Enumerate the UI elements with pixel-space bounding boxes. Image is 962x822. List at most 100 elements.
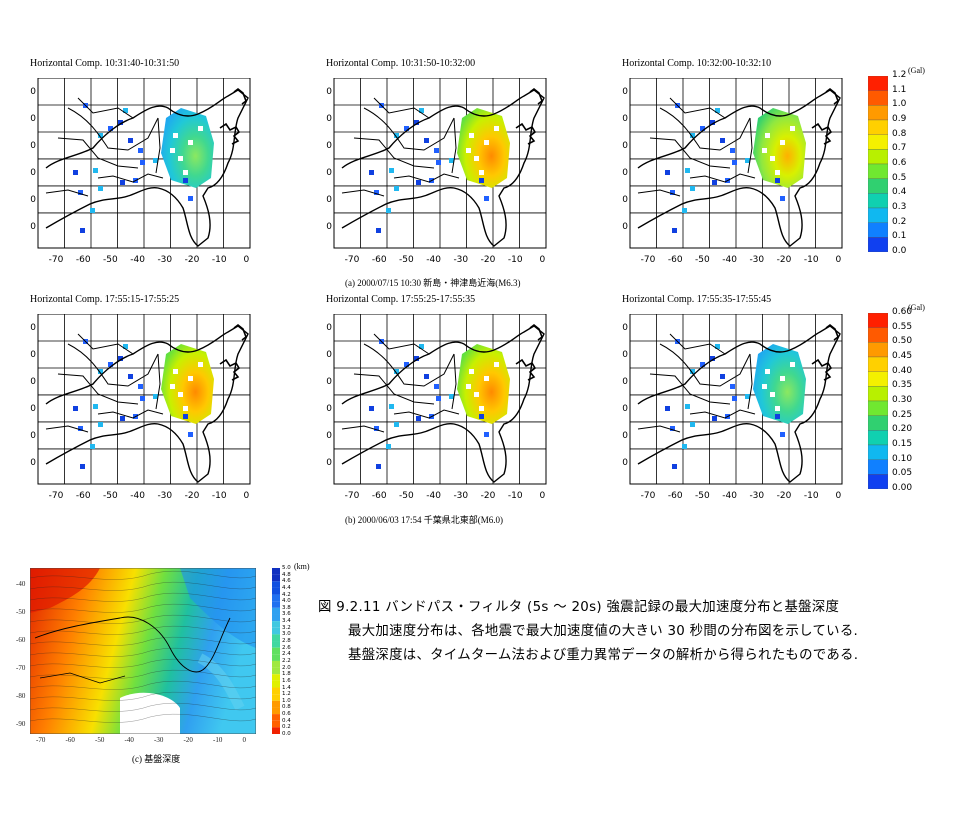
x-tick-label: -10: [212, 491, 227, 501]
colorbar-label: 3.2: [282, 624, 291, 631]
colorbar-swatch: [272, 647, 280, 655]
colorbar-label: 0.60: [892, 307, 913, 317]
colorbar-swatch: [868, 134, 888, 150]
colorbar-swatch: [868, 207, 888, 223]
x-tick-label: -40: [426, 491, 441, 501]
depth-x-tick: -60: [65, 736, 75, 744]
colorbar-swatch: [272, 601, 280, 608]
y-tick-label: -70: [30, 168, 36, 178]
x-tick-label: -50: [103, 255, 118, 265]
caption-line-1: 図 9.2.11 バンドパス・フィルタ (5s 〜 20s) 強震記録の最大加速…: [318, 600, 840, 615]
panel-title: Horizontal Comp. 10:31:40-10:31:50: [30, 58, 180, 69]
y-tick-label: -90: [30, 222, 36, 232]
colorbar-label: 2.8: [282, 638, 291, 645]
y-tick-label: -40: [326, 87, 332, 97]
colorbar-swatch: [272, 674, 280, 681]
x-tick-label: -50: [695, 491, 710, 501]
x-tick-label: -60: [372, 255, 387, 265]
y-tick-label: -70: [30, 404, 36, 414]
map-plot: -70 -60 -50 -40 -30 -20 -10 0 -40 -50 -60 -70 -80 -90: [30, 78, 251, 265]
colorbar-swatch: [272, 568, 280, 575]
depth-x-tick: -50: [95, 736, 105, 744]
y-tick-label: -60: [30, 377, 36, 387]
colorbar-swatch: [272, 614, 280, 622]
x-tick-label: -50: [103, 491, 118, 501]
colorbar-swatch: [272, 714, 280, 721]
map-panel-b1: Horizontal Comp. 17:55:15-17:55:25 -70 -6…: [30, 294, 270, 544]
colorbar-b: (Gal) 0.60 0.55 0.50 0.45 0.40 0.35 0.30 0.25 0.…: [868, 303, 948, 493]
x-tick-label: -20: [185, 491, 200, 501]
depth-x-tick: -20: [183, 736, 193, 744]
colorbar-swatch: [868, 356, 888, 372]
colorbar-label: 4.0: [282, 598, 291, 605]
colorbar-scale: [272, 568, 280, 734]
y-tick-label: -40: [30, 87, 36, 97]
colorbar-swatch: [868, 105, 888, 121]
x-tick-label: -30: [749, 255, 764, 265]
figure-caption: 図 9.2.11 バンドパス・フィルタ (5s 〜 20s) 強震記録の最大加速…: [318, 596, 958, 668]
x-tick-label: -60: [668, 491, 683, 501]
colorbar-swatch: [272, 700, 280, 708]
colorbar-scale: [868, 313, 888, 489]
x-tick-label: 0: [244, 491, 250, 501]
y-tick-label: -80: [326, 195, 332, 205]
y-tick-label: -80: [326, 431, 332, 441]
y-tick-label: -70: [622, 168, 628, 178]
colorbar-label: 1.4: [282, 684, 291, 691]
y-tick-label: -80: [30, 431, 36, 441]
colorbar-swatch: [272, 694, 280, 701]
colorbar-swatch: [272, 574, 280, 582]
colorbar-unit: (Gal): [908, 303, 925, 312]
colorbar-label: 0.05: [892, 468, 913, 479]
x-tick-label: 0: [244, 255, 250, 265]
colorbar-label: 0.20: [892, 424, 913, 435]
colorbar-label: 0.6: [282, 711, 291, 718]
colorbar-label: 0.7: [892, 143, 907, 154]
panel-title: Horizontal Comp. 10:31:50-10:32:00: [326, 58, 476, 69]
colorbar-label: 0.2: [892, 216, 907, 227]
colorbar-swatch: [868, 222, 888, 238]
colorbar-swatch: [868, 149, 888, 165]
x-tick-label: -70: [49, 491, 64, 501]
caption-c: (c) 基盤深度: [132, 754, 181, 764]
x-tick-label: 0: [540, 491, 546, 501]
colorbar-swatch: [868, 386, 888, 402]
colorbar-swatch: [868, 76, 888, 91]
x-tick-label: -50: [399, 255, 414, 265]
colorbar-swatch: [272, 660, 280, 668]
colorbar-label: 0.4: [282, 717, 291, 724]
map-plot: -70 -60 -50 -40 -30 -20 -10 0 -40 -50 -60 -70 -80 -90: [326, 314, 547, 501]
map-panel-b2: Horizontal Comp. 17:55:25-17:55:35 -70 -6…: [326, 294, 566, 544]
colorbar-swatch: [272, 621, 280, 628]
colorbar-label: 0.6: [892, 158, 907, 168]
colorbar-label: 0.15: [892, 439, 913, 449]
x-tick-label: -10: [508, 491, 523, 501]
depth-x-tick: -10: [213, 736, 223, 744]
colorbar-label: 0.45: [892, 351, 913, 361]
colorbar-swatch: [272, 587, 280, 595]
colorbar-swatch: [868, 163, 888, 179]
x-tick-label: -70: [641, 491, 656, 501]
x-tick-label: -10: [804, 255, 819, 265]
y-tick-label: -60: [622, 141, 628, 151]
colorbar-label: 1.8: [282, 671, 291, 678]
colorbar-label: 0.1: [892, 231, 907, 242]
map-panel-a1: Horizontal Comp. 10:31:40-10:31:50 -70 -6…: [30, 58, 270, 308]
colorbar-label: 0.0: [892, 246, 907, 256]
colorbar-label: 5.0: [282, 565, 291, 571]
x-tick-label: 0: [540, 255, 546, 265]
colorbar-swatch: [272, 727, 280, 734]
x-tick-label: -40: [130, 255, 145, 265]
x-tick-label: -70: [345, 491, 360, 501]
map-plot: -70 -60 -50 -40 -30 -20 -10 0 -40 -50 -60 -70 -80 -90: [622, 314, 843, 501]
x-tick-label: -30: [453, 255, 468, 265]
x-tick-label: -50: [399, 491, 414, 501]
colorbar-swatch: [868, 90, 888, 106]
map-panel-b3: Horizontal Comp. 17:55:35-17:55:45 -70 -6…: [622, 294, 862, 544]
colorbar-label: 1.1: [892, 84, 907, 95]
colorbar-swatch: [868, 313, 888, 328]
depth-x-tick: -70: [36, 736, 46, 744]
x-tick-label: -40: [426, 255, 441, 265]
colorbar-label: 0.0: [282, 731, 291, 737]
map-panel-a2: Horizontal Comp. 10:31:50-10:32:00 -70 -6…: [326, 58, 566, 308]
